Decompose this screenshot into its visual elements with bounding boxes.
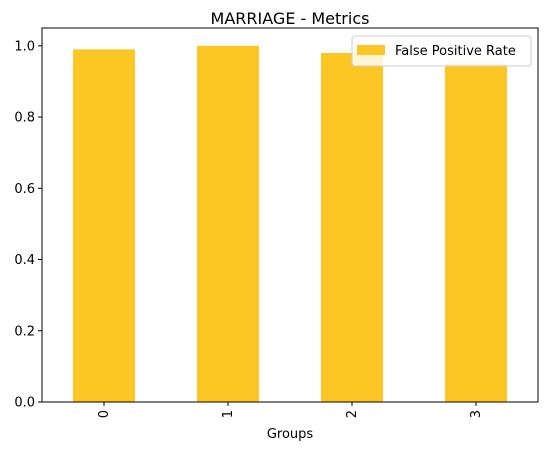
- plot-frame: [41, 27, 539, 403]
- y-tick-label: 1.0: [14, 39, 35, 54]
- legend-box: [351, 35, 532, 67]
- bar-2: [321, 52, 383, 402]
- y-axis-ticks: 0.0 0.2 0.4 0.6 0.8 1.0: [14, 39, 42, 411]
- legend: False Positive Rate: [351, 35, 532, 67]
- x-axis-ticks: 0 1 2 3: [97, 402, 484, 418]
- x-tick-label-0: 0: [97, 410, 112, 418]
- x-tick-label-1: 1: [221, 410, 236, 418]
- x-axis-label: Groups: [267, 427, 314, 442]
- bars: [73, 45, 507, 403]
- x-tick-label-2: 2: [345, 410, 360, 418]
- chart-title: MARRIAGE - Metrics: [211, 9, 370, 28]
- bar-0: [73, 49, 135, 402]
- y-tick-label: 0.8: [14, 111, 35, 126]
- legend-swatch: [357, 45, 385, 55]
- legend-label: False Positive Rate: [395, 44, 516, 59]
- y-tick-label: 0.2: [14, 324, 35, 339]
- y-tick-label: 0.6: [14, 182, 35, 197]
- bar-3: [445, 63, 507, 402]
- y-tick-label: 0.4: [14, 253, 35, 268]
- x-tick-label-3: 3: [469, 410, 484, 418]
- bar-1: [197, 45, 259, 403]
- y-tick-label: 0.0: [14, 396, 35, 411]
